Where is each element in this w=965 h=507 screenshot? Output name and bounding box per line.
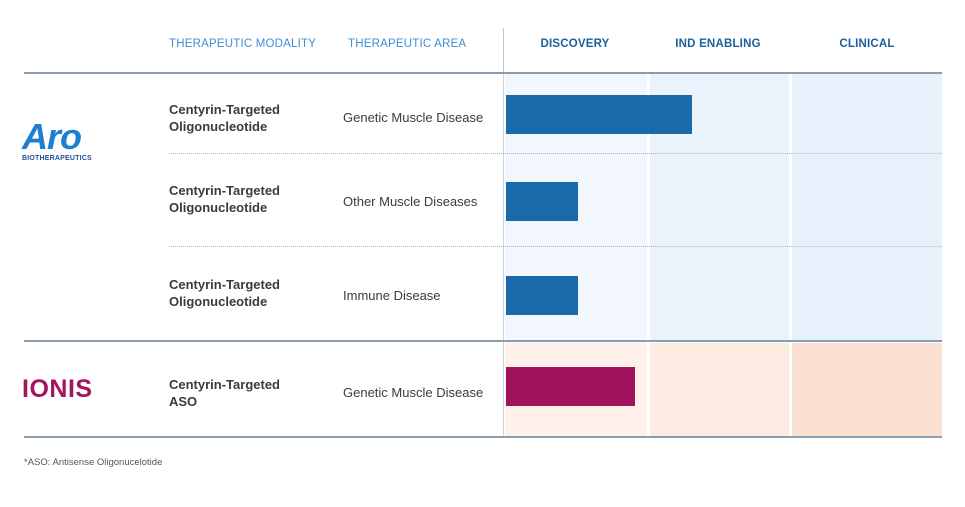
header-therapeutic-modality: THERAPEUTIC MODALITY [169,38,317,50]
row-3-progress-bar [506,276,578,315]
header-stage-clinical: CLINICAL [839,38,895,50]
row-3-modality-line-1: Centyrin-Targeted [169,277,280,292]
aro-logo-subtitle: BIOTHERAPEUTICS [22,155,92,162]
row-4-area: Genetic Muscle Disease [343,385,484,400]
header-divider [503,28,504,72]
row-4-progress-bar [506,367,635,406]
aro-bg-clinical [792,74,942,340]
footnote: *ASO: Antisense Oligonucelotide [24,457,163,468]
row-4-modality-line-1: Centyrin-Targeted [169,377,280,392]
row-2-progress-bar [506,182,578,221]
row-2-modality: Centyrin-Targeted Oligonucleotide [169,182,329,216]
row-3-modality-line-2: Oligonucleotide [169,294,268,309]
row-1-modality-line-1: Centyrin-Targeted [169,102,280,117]
row-2-area: Other Muscle Diseases [343,194,478,209]
row-divider-1 [169,153,942,154]
ionis-logo: IONIS [22,375,93,403]
row-3-area: Immune Disease [343,288,441,303]
header-therapeutic-area: THERAPEUTIC AREA [348,38,467,50]
aro-logo-word: Aro [22,116,82,157]
row-4-modality-line-2: ASO [169,394,198,409]
header-bottom-line [24,72,942,74]
row-3-modality: Centyrin-Targeted Oligonucleotide [169,276,329,310]
ionis-bg-ind-enabling [650,343,789,436]
header-stage-discovery: DISCOVERY [540,38,610,50]
chart-left-divider [503,74,504,437]
row-1-modality: Centyrin-Targeted Oligonucleotide [169,101,329,135]
row-2-modality-line-2: Oligonucleotide [169,200,268,215]
row-divider-2 [169,246,942,247]
row-4-modality: Centyrin-Targeted ASO [169,376,329,410]
group-divider [24,340,942,342]
aro-logo: Aro BIOTHERAPEUTICS [22,116,102,163]
header-stage-ind-enabling: IND ENABLING [675,38,761,50]
row-1-modality-line-2: Oligonucleotide [169,119,268,134]
ionis-bg-clinical [792,343,942,436]
row-2-modality-line-1: Centyrin-Targeted [169,183,280,198]
table-bottom-line [24,436,942,438]
row-1-area: Genetic Muscle Disease [343,110,484,125]
row-1-progress-bar [506,95,692,134]
